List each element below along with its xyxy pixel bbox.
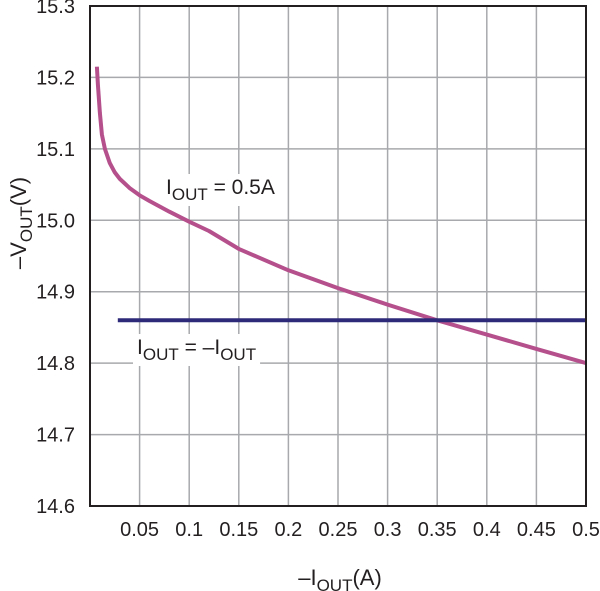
x-axis-title: –IOUT(A) [298,565,382,591]
tick-labels: 0.05 0.1 0.15 0.2 0.25 0.3 0.35 0.4 0.45 0.5 14.6 1… [36,0,600,541]
y-tick-label: 15.0 [36,210,75,232]
y-tick-label: 15.2 [36,67,75,89]
x-tick-label: 0.2 [274,519,302,541]
x-tick-label: 0.5 [572,519,600,541]
x-tick-label: 0.35 [418,519,457,541]
y-tick-label: 15.3 [36,0,75,18]
y-tick-label: 14.9 [36,282,75,304]
x-tick-label: 0.4 [473,519,501,541]
annotation-series-a: IOUT = 0.5A [166,176,275,204]
series-line-a [94,66,587,366]
annotation-backgrounds [133,174,279,366]
y-axis-title: –VOUT(V) [6,177,36,269]
x-tick-label: 0.05 [120,519,159,541]
x-tick-label: 0.1 [175,519,203,541]
x-tick-label: 0.25 [319,519,358,541]
y-tick-label: 14.8 [36,353,75,375]
annotation-bg-series-b [133,334,261,366]
y-tick-label: 15.1 [36,139,75,161]
series-lines [94,66,587,366]
x-tick-label: 0.15 [219,519,258,541]
annotation-bg-series-a [162,174,279,206]
grid-lines [90,6,586,506]
y-tick-label: 14.6 [36,496,75,518]
annotation-series-b: IOUT = –IOUT [137,336,256,364]
x-tick-label: 0.3 [374,519,402,541]
x-tick-label: 0.45 [517,519,556,541]
y-tick-label: 14.7 [36,425,75,447]
plot-frame [89,5,587,507]
